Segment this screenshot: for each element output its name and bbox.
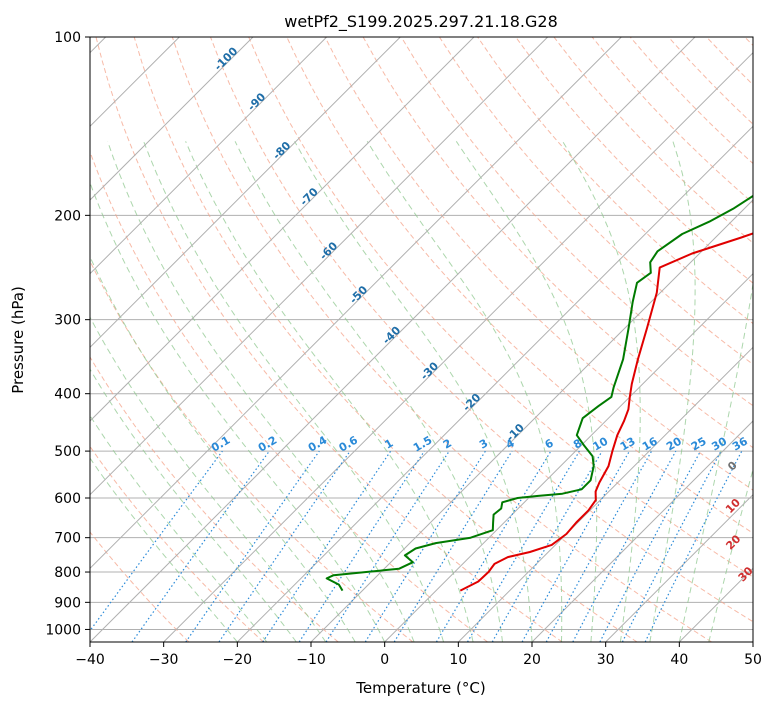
y-tick-label: 700 <box>54 531 81 547</box>
plot-area: -100-90-80-70-60-50-40-30-20-10 0.1 0.2 0.… <box>90 37 753 642</box>
mixing-ratio-line <box>572 450 677 642</box>
moist-adiabat-line <box>90 181 386 642</box>
y-tick-label: 500 <box>54 444 81 460</box>
dewpoint-profile-line <box>325 194 753 592</box>
mixing-ratio-line <box>90 450 223 632</box>
x-axis: −40 −30 −20 −10 0 10 20 30 40 50 <box>75 642 762 668</box>
mixing-ratio-line <box>325 450 450 642</box>
dry-adiabat-line <box>171 37 712 642</box>
dry-adiabat-line <box>90 150 488 642</box>
x-tick-label: −10 <box>296 652 326 668</box>
isotherm-line <box>90 37 475 422</box>
x-tick-label: 0 <box>380 652 389 668</box>
dry-adiabat-line <box>90 356 339 642</box>
y-tick-label: 900 <box>54 595 81 611</box>
isotherm-line <box>90 37 254 201</box>
moist-adiabat-line <box>90 414 268 642</box>
moist-adiabat-line <box>90 316 327 642</box>
x-tick-label: 10 <box>449 652 467 668</box>
dry-adiabats <box>90 37 753 642</box>
mixing-ratio-line <box>298 450 425 642</box>
mixing-ratio-line <box>218 450 351 642</box>
mixing-ratio-line <box>545 450 653 642</box>
isotherm-line <box>384 272 753 642</box>
mixing-ratio-line <box>131 450 270 642</box>
isotherm-line <box>310 199 753 642</box>
moist-adiabat-line <box>185 141 474 642</box>
y-tick-label: 400 <box>54 387 81 403</box>
y-tick-label: 300 <box>54 313 81 329</box>
x-tick-label: 20 <box>523 652 541 668</box>
x-tick-label: −30 <box>149 652 179 668</box>
mixing-ratio-line <box>521 450 631 642</box>
x-tick-label: 50 <box>744 652 762 668</box>
x-tick-label: 40 <box>670 652 688 668</box>
dry-adiabat-line <box>90 445 264 642</box>
isotherm-line <box>236 125 753 642</box>
isotherm-line <box>90 37 328 275</box>
moist-adiabat-line <box>143 141 445 642</box>
dry-adiabat-line <box>90 531 190 642</box>
isotherm-line <box>531 420 753 642</box>
mixing-ratio-lines <box>90 450 743 642</box>
x-tick-label: −20 <box>223 652 253 668</box>
isotherm-line <box>90 37 401 349</box>
dry-adiabat-line <box>400 37 753 407</box>
moist-adiabat-line <box>678 280 753 642</box>
profile-series <box>325 194 753 592</box>
mixing-ratio-line <box>644 450 743 642</box>
moist-adiabat-line <box>234 141 503 642</box>
dry-adiabat-line <box>210 37 753 623</box>
y-axis: 100 200 300 400 500 600 700 800 900 1000 <box>45 30 90 638</box>
pressure-gridlines <box>90 37 753 630</box>
x-tick-label: 30 <box>597 652 615 668</box>
mixing-ratio-line <box>185 450 320 642</box>
mixing-ratio-line <box>393 450 513 642</box>
dry-adiabat-line <box>133 37 638 642</box>
mixing-ratio-line <box>262 450 392 642</box>
dry-adiabat-line <box>515 37 753 284</box>
moist-adiabat-line <box>366 141 563 642</box>
dry-adiabat-line <box>324 37 753 491</box>
isotherm-line <box>90 37 622 570</box>
temperature-profile-line <box>459 232 753 592</box>
chart-title: wetPf2_S199.2025.297.21.18.G28 <box>284 12 558 32</box>
y-tick-label: 200 <box>54 208 81 224</box>
dry-adiabat-line <box>95 37 563 642</box>
y-tick-label: 600 <box>54 491 81 507</box>
x-tick-label: −40 <box>75 652 105 668</box>
isotherm-lines <box>90 37 753 642</box>
moist-adiabat-line <box>90 368 297 642</box>
x-axis-title: Temperature (°C) <box>355 679 485 697</box>
y-axis-title: Pressure (hPa) <box>9 286 27 394</box>
dry-adiabat-line <box>248 37 753 578</box>
y-tick-label: 100 <box>54 30 81 46</box>
plot-frame <box>89 36 754 643</box>
isotherm-line <box>90 37 549 496</box>
dry-adiabat-line <box>438 37 753 366</box>
y-tick-label: 1000 <box>45 622 81 638</box>
isotherm-line <box>163 51 753 642</box>
moist-adiabat-line <box>649 141 696 642</box>
isotherm-line <box>90 37 696 642</box>
y-tick-label: 800 <box>54 565 81 581</box>
moist-adiabat-line <box>107 141 415 642</box>
isotherm-line <box>457 346 753 642</box>
isotherm-line <box>605 493 753 642</box>
